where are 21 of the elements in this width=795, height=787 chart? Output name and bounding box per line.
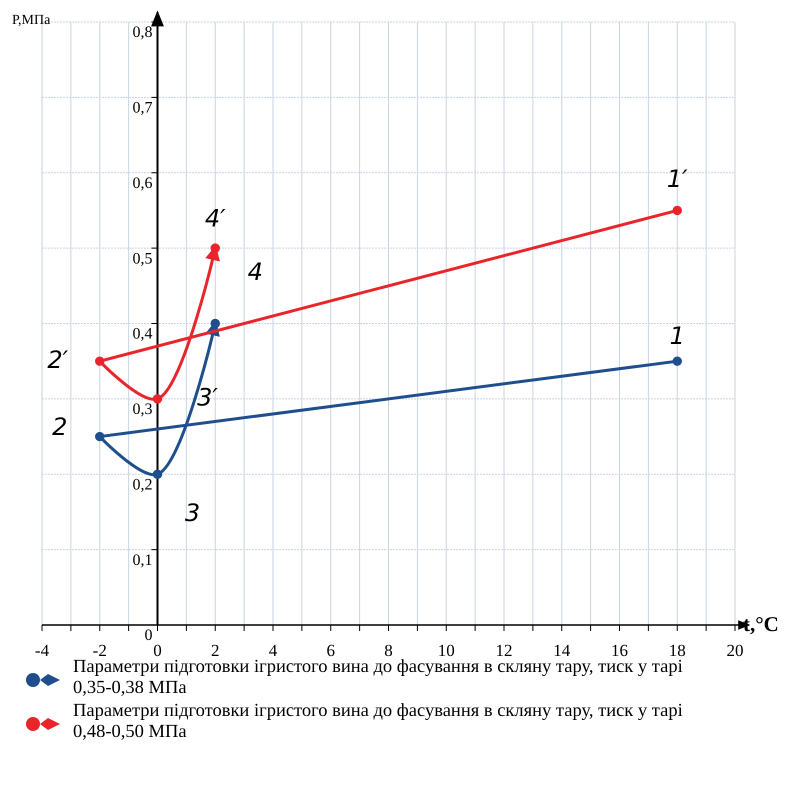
annotation: 1 <box>670 322 685 350</box>
annotation: 1′ <box>666 165 688 193</box>
y-tick-label: 0,3 <box>132 401 152 418</box>
y-tick-label: 0,6 <box>132 174 152 192</box>
legend-label: Параметри підготовки ігристого вина до фасування в скляну тару, тиск у тарі 0,48-0,50 МПа <box>73 701 683 742</box>
annotation: 4 <box>248 258 263 286</box>
y-axis-title: Р,МПа <box>12 13 52 28</box>
y-tick-label: 0,8 <box>132 24 152 42</box>
annotation: 3 <box>184 498 200 527</box>
annotation: 3′ <box>197 383 218 412</box>
y-tick-label: 0,7 <box>132 100 152 117</box>
y-tick-label: 0,5 <box>132 250 152 268</box>
annotation: 2′ <box>47 346 69 374</box>
y-tick-label: 0 <box>144 627 152 644</box>
y-tick-label: 0,4 <box>132 326 152 343</box>
annotation: 2 <box>52 413 68 442</box>
y-tick-label: 0,1 <box>132 552 152 569</box>
x-tick-label: -4 <box>34 641 50 660</box>
y-tick-label: 0,2 <box>132 476 152 494</box>
annotation: 4′ <box>204 204 226 233</box>
x-tick-label: 20 <box>726 641 744 660</box>
